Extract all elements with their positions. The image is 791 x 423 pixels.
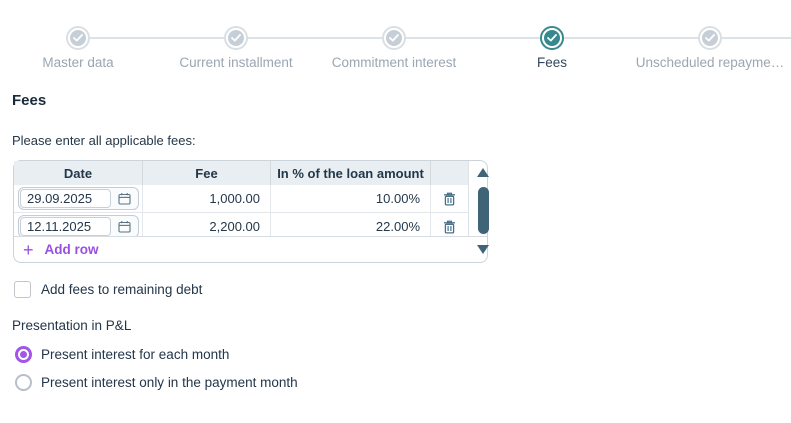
step-label: Fees: [536, 55, 567, 70]
check-icon: [702, 30, 718, 46]
date-picker[interactable]: 29.09.2025: [18, 187, 139, 210]
calendar-icon[interactable]: [111, 189, 137, 208]
date-input[interactable]: 12.11.2025: [20, 217, 111, 236]
step-done-circle: [382, 26, 406, 50]
table-row: 29.09.2025 1,000.00 10.00%: [14, 185, 469, 213]
step-done-circle: [224, 26, 248, 50]
step-unscheduled-repayment[interactable]: Unscheduled repayme…: [635, 26, 785, 70]
delete-row-button[interactable]: [431, 185, 468, 212]
add-row-label: Add row: [44, 242, 99, 257]
scroll-up-arrow-icon[interactable]: [477, 168, 489, 177]
step-current-installment[interactable]: Current installment: [161, 26, 311, 70]
check-icon: [70, 30, 86, 46]
instruction-text: Please enter all applicable fees:: [12, 133, 196, 148]
actions-cell: [431, 213, 468, 237]
radio-present-payment-month[interactable]: Present interest only in the payment mon…: [15, 374, 298, 391]
date-picker[interactable]: 12.11.2025: [18, 215, 139, 237]
fee-cell[interactable]: 1,000.00: [143, 185, 271, 212]
header-actions: [431, 161, 468, 185]
date-input[interactable]: 29.09.2025: [20, 189, 111, 208]
table-header-row: Date Fee In % of the loan amount: [14, 161, 469, 185]
wizard-stepper: Master data Current installment Commitme…: [0, 0, 791, 75]
scroll-down-arrow-icon[interactable]: [477, 245, 489, 254]
calendar-icon[interactable]: [111, 217, 137, 236]
percent-cell[interactable]: 10.00%: [271, 185, 431, 212]
percent-cell[interactable]: 22.00%: [271, 213, 431, 237]
radio-label: Present interest for each month: [41, 347, 230, 362]
radio-dot: [20, 351, 27, 358]
header-fee: Fee: [143, 161, 271, 185]
radio-unselected-icon[interactable]: [15, 374, 32, 391]
date-cell: 12.11.2025: [14, 213, 143, 237]
fees-table: Date Fee In % of the loan amount 29.09.2…: [13, 160, 489, 263]
step-done-circle: [698, 26, 722, 50]
step-master-data[interactable]: Master data: [3, 26, 153, 70]
header-percent: In % of the loan amount: [271, 161, 431, 185]
step-active-circle: [540, 26, 564, 50]
fees-table-viewport: Date Fee In % of the loan amount 29.09.2…: [14, 161, 469, 237]
radio-selected-icon[interactable]: [15, 346, 32, 363]
checkbox-label: Add fees to remaining debt: [41, 282, 203, 297]
step-label: Unscheduled repayme…: [635, 55, 785, 70]
radio-label: Present interest only in the payment mon…: [41, 375, 298, 390]
delete-row-button[interactable]: [431, 213, 468, 237]
check-icon: [386, 30, 402, 46]
step-done-circle: [66, 26, 90, 50]
stepper-connector-line: [78, 37, 791, 39]
page-title: Fees: [12, 92, 47, 109]
actions-cell: [431, 185, 468, 212]
step-label: Master data: [42, 55, 114, 70]
check-icon: [544, 30, 560, 46]
step-label: Current installment: [179, 55, 293, 70]
step-commitment-interest[interactable]: Commitment interest: [319, 26, 469, 70]
table-row: 12.11.2025 2,200.00 22.00%: [14, 213, 469, 237]
add-fees-checkbox-row[interactable]: Add fees to remaining debt: [14, 281, 202, 298]
step-fees-active[interactable]: Fees: [477, 26, 627, 70]
header-date: Date: [14, 161, 143, 185]
scrollbar-thumb[interactable]: [478, 187, 489, 234]
date-cell: 29.09.2025: [14, 185, 143, 212]
check-icon: [228, 30, 244, 46]
plus-icon: +: [23, 239, 34, 260]
fee-cell[interactable]: 2,200.00: [143, 213, 271, 237]
presentation-section-label: Presentation in P&L: [12, 318, 132, 333]
add-row-button[interactable]: + Add row: [14, 236, 487, 262]
checkbox-unchecked[interactable]: [14, 281, 31, 298]
radio-present-each-month[interactable]: Present interest for each month: [15, 346, 229, 363]
step-label: Commitment interest: [331, 55, 457, 70]
table-right-border: [468, 161, 469, 237]
